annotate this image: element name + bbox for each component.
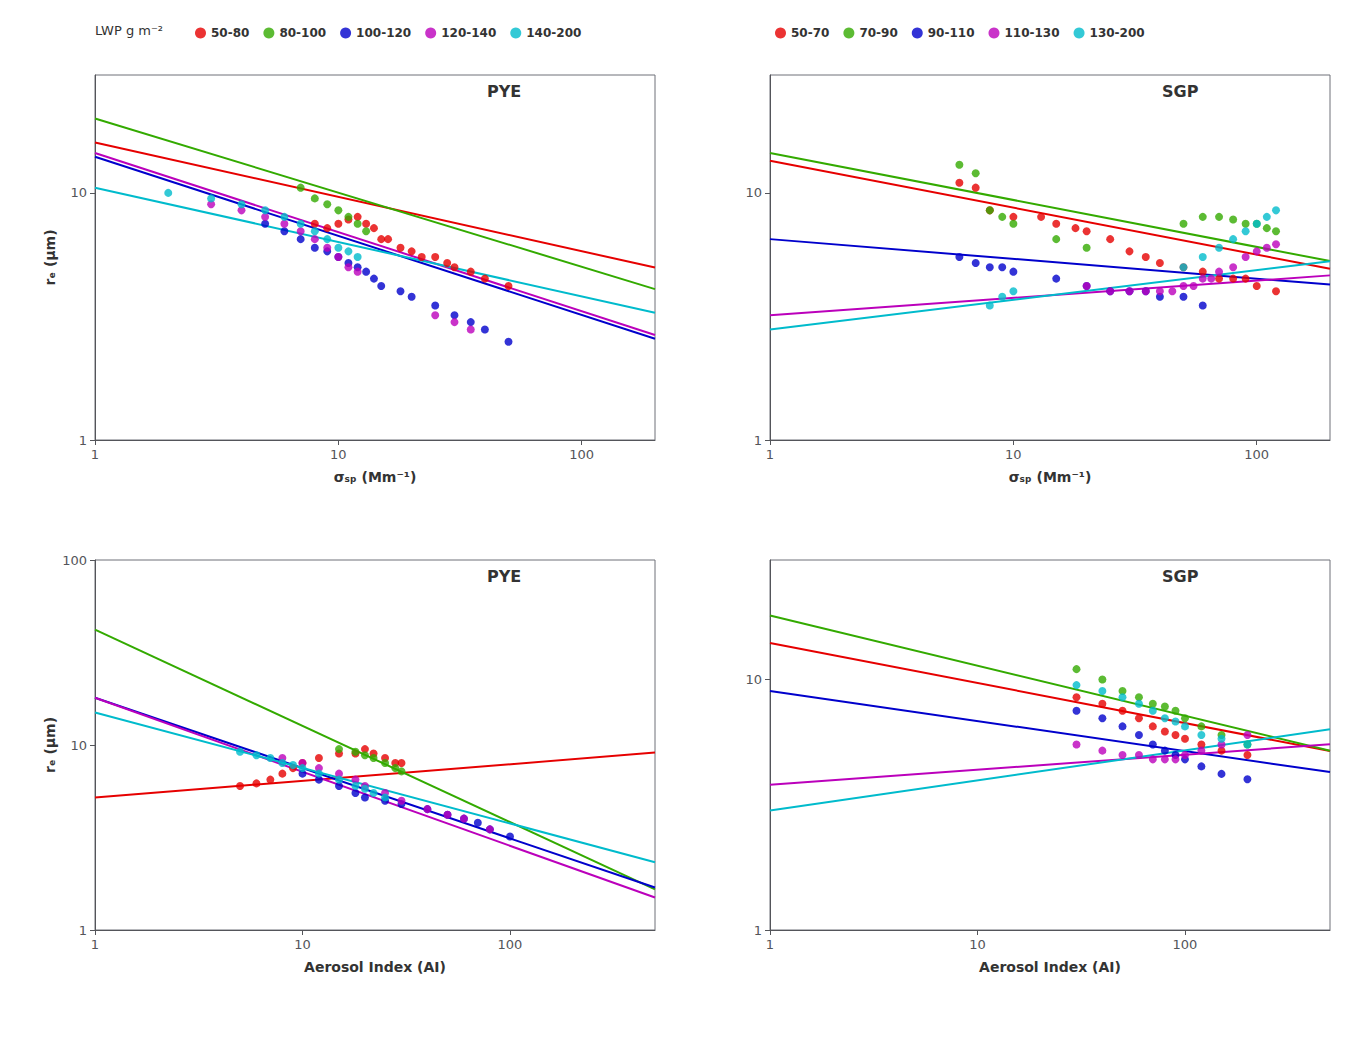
svg-text:100-120: 100-120 <box>356 26 411 40</box>
svg-text:120-140: 120-140 <box>441 26 496 40</box>
svg-text:10: 10 <box>745 672 762 687</box>
svg-text:σₛₚ (Mm⁻¹): σₛₚ (Mm⁻¹) <box>334 469 417 485</box>
svg-text:1: 1 <box>79 433 87 448</box>
svg-text:1: 1 <box>754 923 762 938</box>
svg-text:100: 100 <box>569 447 594 462</box>
svg-text:10: 10 <box>70 738 87 753</box>
svg-text:1: 1 <box>79 923 87 938</box>
svg-text:PYE: PYE <box>487 567 521 586</box>
svg-text:50-70: 50-70 <box>791 26 829 40</box>
svg-text:70-90: 70-90 <box>859 26 897 40</box>
svg-text:PYE: PYE <box>487 82 521 101</box>
svg-text:1: 1 <box>766 937 774 952</box>
svg-text:10: 10 <box>969 937 986 952</box>
svg-text:100: 100 <box>1173 937 1198 952</box>
svg-text:σₛₚ (Mm⁻¹): σₛₚ (Mm⁻¹) <box>1009 469 1092 485</box>
svg-text:1: 1 <box>91 937 99 952</box>
svg-text:10: 10 <box>294 937 311 952</box>
svg-text:10: 10 <box>745 185 762 200</box>
svg-text:50-80: 50-80 <box>211 26 249 40</box>
svg-text:Aerosol Index (AI): Aerosol Index (AI) <box>979 959 1121 975</box>
svg-text:SGP: SGP <box>1162 82 1199 101</box>
svg-text:90-110: 90-110 <box>928 26 975 40</box>
svg-text:LWP g m⁻²: LWP g m⁻² <box>95 23 163 38</box>
svg-text:100: 100 <box>498 937 523 952</box>
svg-text:rₑ (μm): rₑ (μm) <box>42 229 58 285</box>
svg-text:100: 100 <box>62 553 87 568</box>
svg-text:1: 1 <box>91 447 99 462</box>
svg-text:10: 10 <box>1005 447 1022 462</box>
svg-text:1: 1 <box>766 447 774 462</box>
svg-text:140-200: 140-200 <box>526 26 581 40</box>
svg-text:SGP: SGP <box>1162 567 1199 586</box>
svg-text:10: 10 <box>330 447 347 462</box>
svg-text:80-100: 80-100 <box>279 26 326 40</box>
svg-text:100: 100 <box>1244 447 1269 462</box>
svg-text:130-200: 130-200 <box>1090 26 1145 40</box>
svg-text:10: 10 <box>70 185 87 200</box>
svg-text:rₑ (μm): rₑ (μm) <box>42 717 58 773</box>
svg-text:1: 1 <box>754 433 762 448</box>
svg-text:110-130: 110-130 <box>1004 26 1059 40</box>
svg-text:Aerosol Index (AI): Aerosol Index (AI) <box>304 959 446 975</box>
